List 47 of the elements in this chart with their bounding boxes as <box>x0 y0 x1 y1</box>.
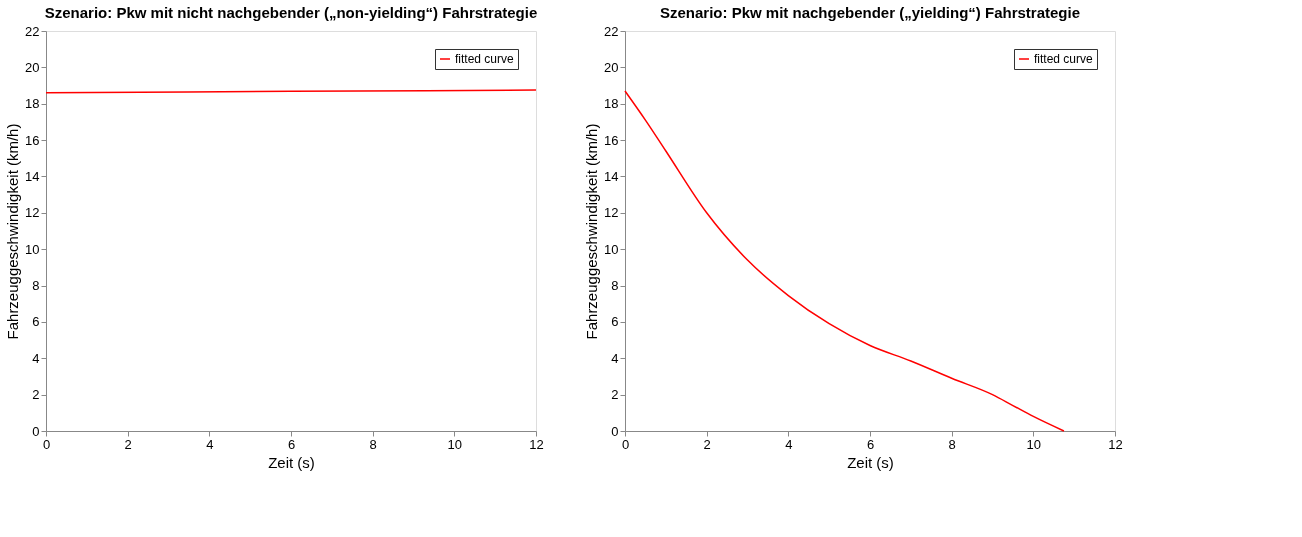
y-tick-label: 12 <box>25 205 40 221</box>
y-tick-label: 10 <box>604 241 619 257</box>
y-tick-label: 2 <box>611 387 619 403</box>
y-tick-label: 4 <box>32 350 40 366</box>
y-tick-label: 20 <box>604 59 619 75</box>
y-tick-label: 0 <box>32 423 40 439</box>
x-tick-label: 8 <box>948 436 956 452</box>
y-tick-label: 18 <box>25 96 40 112</box>
x-axis-title: Zeit (s) <box>847 453 894 471</box>
x-tick-label: 12 <box>529 436 544 452</box>
x-tick-label: 6 <box>866 436 875 452</box>
y-axis-title: Fahrzeuggeschwindigkeit (km/h) <box>4 123 22 340</box>
legend-label: fitted curve <box>1034 52 1094 66</box>
y-tick-label: 12 <box>604 205 619 221</box>
y-tick-label: 4 <box>611 350 619 366</box>
x-axis-title: Zeit (s) <box>268 453 315 471</box>
y-tick-label: 22 <box>25 23 40 39</box>
chart-title: Szenario: Pkw mit nicht nachgebender („non-yielding“) Fahrstrategie <box>44 4 538 21</box>
x-tick-label: 0 <box>621 436 630 452</box>
y-axis-title: Fahrzeuggeschwindigkeit (km/h) <box>583 123 601 340</box>
y-tick-label: 6 <box>611 314 619 330</box>
line-series <box>624 90 1065 432</box>
y-tick-label: 8 <box>32 278 40 294</box>
y-tick-label: 6 <box>32 314 40 330</box>
y-tick-label: 16 <box>25 132 40 148</box>
y-tick-label: 8 <box>611 278 619 294</box>
y-tick-label: 22 <box>604 23 619 39</box>
y-tick-label: 2 <box>32 387 40 403</box>
x-tick-label: 2 <box>703 436 711 452</box>
x-tick-label: 6 <box>287 436 296 452</box>
x-tick-label: 2 <box>124 436 132 452</box>
x-tick-label: 10 <box>447 436 463 452</box>
x-tick-label: 4 <box>206 436 214 452</box>
y-tick-label: 16 <box>604 132 619 148</box>
chart-title: Szenario: Pkw mit nachgebender („yielding“) Fahrstrategie <box>659 4 1081 21</box>
x-tick-label: 0 <box>42 436 51 452</box>
x-tick-label: 12 <box>1108 436 1123 452</box>
y-tick-label: 20 <box>25 59 40 75</box>
y-tick-label: 18 <box>604 96 619 112</box>
legend-label: fitted curve <box>455 52 515 66</box>
x-tick-label: 10 <box>1026 436 1042 452</box>
y-tick-label: 10 <box>25 241 40 257</box>
y-tick-label: 14 <box>604 168 619 184</box>
y-tick-label: 0 <box>611 423 619 439</box>
x-tick-label: 8 <box>369 436 377 452</box>
y-tick-label: 14 <box>25 168 40 184</box>
x-tick-label: 4 <box>785 436 793 452</box>
